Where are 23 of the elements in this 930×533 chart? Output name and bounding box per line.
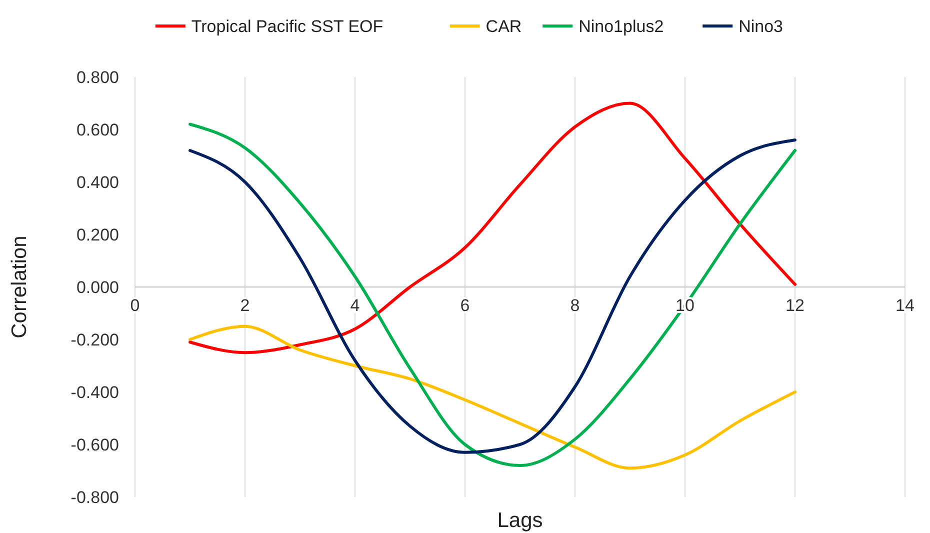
y-tick-label: 0.800 <box>76 68 119 87</box>
y-tick-label: 0.200 <box>76 226 119 244</box>
legend-label: Nino3 <box>738 17 784 36</box>
x-tick-label: 12 <box>786 296 804 315</box>
y-tick-label: 0.600 <box>76 120 119 140</box>
x-tick-label: 0 <box>130 296 140 315</box>
y-tick-label: -0.800 <box>70 488 119 507</box>
x-tick-label: 14 <box>896 296 914 315</box>
y-tick-label: 0.400 <box>76 173 119 192</box>
x-axis-title: Lags <box>497 509 543 532</box>
x-tick-label: 6 <box>460 296 470 315</box>
x-tick-label: 4 <box>350 296 360 315</box>
legend-label: Nino1plus2 <box>578 17 664 36</box>
legend-label: Tropical Pacific SST EOF <box>191 17 384 36</box>
x-tick-label: 8 <box>570 296 580 315</box>
y-tick-label: -0.200 <box>70 330 119 350</box>
line-series <box>188 324 796 470</box>
y-tick-label: -0.600 <box>70 436 119 454</box>
y-axis-title: Correlation <box>8 236 31 338</box>
y-tick-label: -0.400 <box>70 383 119 402</box>
y-tick-label: 0.000 <box>76 278 119 297</box>
legend-label: CAR <box>486 17 522 36</box>
x-tick-label: 2 <box>240 296 250 315</box>
